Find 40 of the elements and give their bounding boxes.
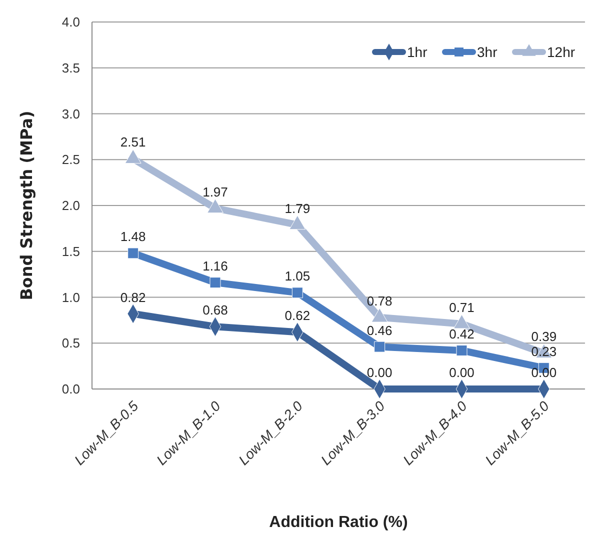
- data-label: 0.23: [531, 344, 557, 359]
- point: [124, 149, 142, 164]
- point: [374, 341, 386, 352]
- y-tick-label: 4.0: [62, 14, 80, 30]
- y-tick-label: 0.0: [62, 382, 80, 397]
- data-label: 0.82: [120, 290, 146, 305]
- data-label: 1.48: [120, 229, 146, 244]
- point: [456, 344, 468, 356]
- y-tick-label: 1.5: [62, 244, 80, 259]
- y-tick-label: 2.0: [62, 198, 80, 214]
- data-label: 0.00: [449, 365, 474, 380]
- y-tick-label: 2.5: [62, 152, 80, 168]
- y-tick-label: 0.5: [62, 336, 80, 351]
- legend-label: 1hr: [407, 44, 428, 60]
- legend-label: 12hr: [547, 44, 576, 60]
- data-label: 0.46: [366, 322, 392, 338]
- y-tick-label: 3.5: [62, 60, 80, 76]
- point: [289, 215, 306, 230]
- data-label: 1.97: [202, 184, 228, 200]
- data-label: 0.71: [449, 300, 474, 315]
- data-label: 0.78: [366, 293, 392, 308]
- point: [128, 248, 139, 259]
- y-tick-label: 3.0: [62, 106, 80, 122]
- data-label: 1.16: [202, 258, 228, 274]
- data-label: 0.42: [449, 326, 474, 342]
- data-label: 0.00: [366, 365, 392, 380]
- y-tick-label: 1.0: [62, 290, 80, 305]
- data-label: 0.39: [531, 329, 557, 344]
- data-label: 1.79: [284, 200, 310, 216]
- point: [292, 287, 303, 298]
- data-label: 0.00: [531, 365, 557, 380]
- data-label: 2.51: [120, 134, 146, 150]
- point: [207, 198, 224, 214]
- y-axis-title: Bond Strength (MPa): [17, 110, 36, 300]
- point: [210, 277, 221, 288]
- data-label: 1.05: [284, 268, 310, 284]
- legend-label: 3hr: [477, 44, 498, 60]
- data-label: 0.68: [202, 302, 228, 318]
- x-axis-title: Addition Ratio (%): [269, 514, 408, 531]
- data-label: 0.62: [284, 308, 310, 324]
